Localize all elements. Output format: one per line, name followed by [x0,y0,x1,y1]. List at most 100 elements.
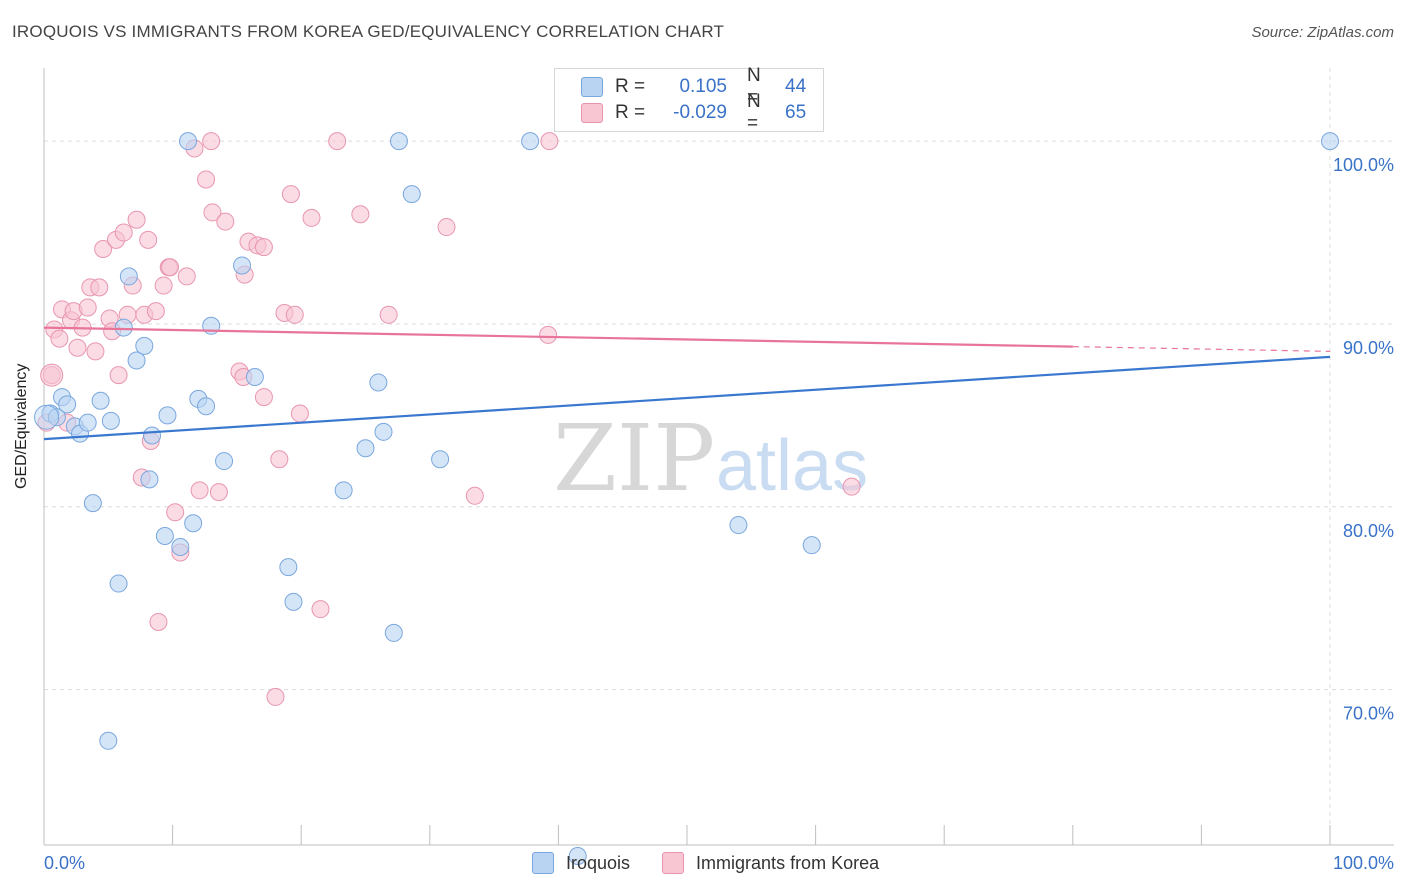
iroquois-point [245,367,264,386]
n-value: 44 [785,76,807,97]
iroquois-point [155,527,174,546]
korea-point [328,132,347,151]
r-value: -0.029 [673,102,727,123]
iroquois-point [184,514,203,533]
iroquois-point [140,470,159,489]
korea-point [154,276,173,295]
trend-lines [43,326,1331,441]
iroquois-point [34,404,60,430]
korea-point [216,212,235,231]
korea-swatch [581,103,603,123]
iroquois-point [119,267,138,286]
korea-point [270,450,289,469]
iroquois-point [356,439,375,458]
korea-point [437,218,456,237]
iroquois-point [143,426,162,445]
iroquois-point [729,516,748,535]
r-label: R = [615,102,646,123]
korea-point [465,486,484,505]
n-label: N = [747,91,761,134]
korea-point [149,612,168,631]
legend-row-korea: R = -0.029 N = 65 [581,91,807,134]
iroquois-point [197,397,216,416]
iroquois-point [158,406,177,425]
korea-point [311,600,330,619]
korea-point [177,267,196,286]
iroquois-point [568,846,587,865]
korea-point [190,481,209,500]
korea-point [302,208,321,227]
watermark-zip: ZIP [553,405,715,512]
chart-title: IROQUOIS VS IMMIGRANTS FROM KOREA GED/EQ… [12,22,725,41]
y-tick-label: 70.0% [1343,704,1394,724]
korea-point [90,278,109,297]
korea-point [281,185,300,204]
korea-point [197,170,216,189]
legend-item-iroquois[interactable]: Iroquois [532,852,630,874]
korea-point [139,230,158,249]
y-tick-label: 100.0% [1333,155,1394,175]
iroquois-point [384,623,403,642]
korea-point [68,338,87,357]
r-label: R = [615,76,646,97]
iroquois-point [521,132,540,151]
korea-point [540,132,559,151]
iroquois-point [91,391,110,410]
korea-point [351,205,370,224]
korea-point [161,258,180,277]
iroquois-point [179,132,198,151]
iroquois-point [114,318,133,337]
korea-point [842,477,861,496]
iroquois-point [215,452,234,471]
iroquois-point [389,132,408,151]
y-tick-label: 90.0% [1343,338,1394,358]
n-label: N = [747,65,761,108]
korea-point [203,203,222,222]
iroquois-point [334,481,353,500]
korea-point [146,302,165,321]
axes [43,68,1394,846]
watermark-atlas: atlas [716,426,868,506]
iroquois-swatch [581,77,603,97]
iroquois-point [431,450,450,469]
iroquois-point [171,537,190,556]
iroquois-point [127,351,146,370]
korea-point [254,388,273,407]
legend-row-iroquois: R = 0.105 N = 44 [581,65,807,108]
korea-swatch [662,852,685,874]
korea-point [202,132,221,151]
iroquois-point [101,411,120,430]
gridlines [44,68,1394,845]
korea-point [40,363,64,387]
legend-label: Iroquois [566,852,631,873]
iroquois-point [369,373,388,392]
korea-point [209,483,228,502]
legend-item-korea[interactable]: Immigrants from Korea [662,852,879,874]
korea-point [78,298,97,317]
x-tick-label: 100.0% [1333,853,1394,873]
tick-labels: 100.0% 90.0% 80.0% 70.0% 0.0% 100.0% [44,155,1394,873]
iroquois-point [99,731,118,750]
iroquois-point [78,413,97,432]
iroquois-point [402,185,421,204]
korea-trend-line-extension [1072,346,1331,352]
iroquois-point [284,592,303,611]
korea-point [266,687,285,706]
legend-label: Immigrants from Korea [696,852,880,873]
n-value: 65 [785,102,807,123]
iroquois-point [1321,132,1339,151]
korea-point [114,223,133,242]
watermark: ZIP atlas [553,405,868,512]
korea-point [127,210,146,229]
korea-trend-line [43,326,1073,348]
korea-point [50,329,69,348]
korea-point [539,325,558,344]
korea-point [94,239,113,258]
series-legend: Iroquois Immigrants from Korea [532,852,911,874]
iroquois-point [58,395,77,414]
korea-point [166,503,185,522]
x-tick-label: 0.0% [44,853,85,873]
korea-point [254,238,273,257]
iroquois-point [135,336,154,355]
